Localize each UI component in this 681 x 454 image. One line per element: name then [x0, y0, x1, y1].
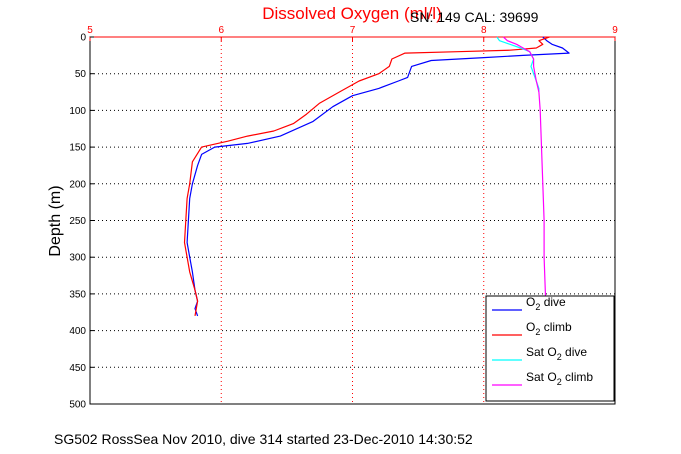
chart-subtitle: SN: 149 CAL: 39699	[410, 9, 539, 25]
legend-label: O2 dive	[526, 295, 566, 312]
y-tick-label: 300	[69, 253, 86, 264]
y-tick-label: 50	[75, 69, 87, 80]
series-line-4	[502, 36, 547, 316]
legend-label: Sat O2 dive	[526, 345, 587, 362]
series-line-2	[183, 36, 550, 317]
x-tick-label: 5	[87, 25, 93, 36]
y-tick-label: 100	[69, 106, 86, 117]
footer-caption: SG502 RossSea Nov 2010, dive 314 started…	[54, 431, 473, 447]
series-line-1	[186, 36, 570, 317]
x-axis-ticks: 5 6 7 8 9	[87, 25, 618, 41]
y-tick-label: 150	[69, 143, 86, 154]
legend-items: O2 dive O2 climb Sat O2 dive Sat O2 climb	[492, 295, 593, 387]
y-tick-label: 450	[69, 363, 86, 374]
y-axis-label: Depth (m)	[47, 185, 64, 256]
legend-label: Sat O2 climb	[526, 370, 593, 387]
series-layer	[183, 36, 570, 317]
y-tick-label: 0	[80, 33, 86, 44]
legend-box	[485, 295, 615, 402]
x-tick-label: 7	[350, 25, 356, 36]
y-axis-ticks: 0 50 100 150 200 250 300 350 400 450 500	[69, 33, 94, 411]
x-tick-label: 9	[612, 25, 618, 36]
y-tick-label: 250	[69, 216, 86, 227]
y-tick-label: 200	[69, 179, 86, 190]
x-tick-label: 8	[481, 25, 487, 36]
chart-title: Dissolved Oxygen (ml/l)	[262, 4, 442, 23]
y-tick-label: 350	[69, 289, 86, 300]
x-tick-label: 6	[218, 25, 224, 36]
legend-label: O2 climb	[526, 320, 572, 337]
y-tick-label: 500	[69, 400, 86, 411]
y-tick-label: 400	[69, 326, 86, 337]
legend: O2 dive O2 climb Sat O2 dive Sat O2 climb	[485, 295, 615, 402]
